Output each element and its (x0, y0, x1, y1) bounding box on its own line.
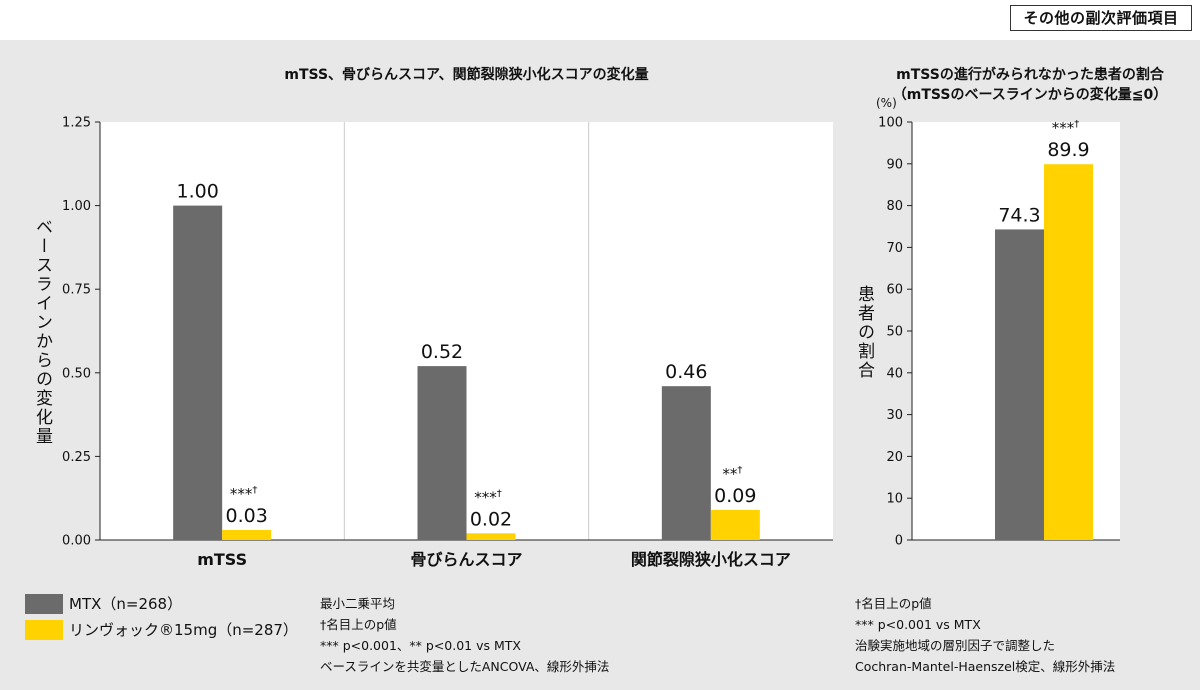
footnote-line: Cochran-Mantel-Haenszel検定、線形外挿法 (855, 659, 1116, 674)
right-y-tick-label: 10 (886, 492, 903, 507)
right-y-tick-label: 20 (886, 450, 903, 465)
left-y-tick-label: 0.25 (62, 450, 91, 465)
footnote-line: *** p<0.001 vs MTX (855, 617, 981, 632)
right-y-axis-unit: (%) (876, 96, 897, 110)
left-y-axis-label: ベースラインからの変化量 (32, 218, 52, 446)
footnote-line: †名目上のp値 (855, 596, 932, 611)
right-y-tick-label: 90 (886, 157, 903, 172)
left-x-tick-label: 骨びらんスコア (410, 550, 522, 569)
right-y-tick-label: 40 (886, 366, 903, 381)
data-label: 0.46 (665, 361, 707, 383)
left-y-tick-label: 0.00 (62, 534, 91, 549)
right-y-tick-label: 30 (886, 408, 903, 423)
legend-swatch-mtx (25, 593, 63, 614)
footnote-line: †名目上のp値 (320, 617, 397, 632)
right-y-axis-label: 患者の割合 (854, 285, 874, 380)
data-label: 0.09 (714, 485, 756, 507)
bar-rinvoq (466, 533, 516, 540)
footnote-line: 治験実施地域の層別因子で調整した (855, 638, 1056, 653)
right-y-tick-label: 60 (886, 283, 903, 298)
legend-label-rinvoq: リンヴォック®15mg（n=287） (69, 621, 298, 639)
significance-label: **† (722, 465, 742, 483)
significance-label: ***† (1052, 119, 1080, 137)
legend-swatch-rinvoq (25, 619, 63, 640)
right-y-tick-label: 70 (886, 241, 903, 256)
footnotes-right: †名目上のp値 *** p<0.001 vs MTX 治験実施地域の層別因子で調… (855, 593, 1115, 677)
data-label: 74.3 (998, 204, 1040, 226)
left-y-tick-label: 1.25 (62, 116, 91, 131)
left-chart-title: mTSS、骨びらんスコア、関節裂隙狭小化スコアの変化量 (284, 67, 649, 83)
left-y-tick-label: 1.00 (62, 199, 91, 214)
left-y-tick-label: 0.75 (62, 283, 91, 298)
bar-mtx (995, 229, 1044, 540)
left-x-tick-label: mTSS (197, 550, 247, 569)
right-y-tick-label: 80 (886, 199, 903, 214)
bar-rinvoq (222, 529, 272, 540)
data-label: 1.00 (177, 181, 219, 203)
legend-label-mtx: MTX（n=268） (69, 595, 183, 613)
data-label: 0.02 (470, 508, 512, 530)
bar-rinvoq (710, 509, 760, 540)
right-y-tick-label: 0 (895, 534, 903, 549)
legend-item-mtx: MTX（n=268） (25, 593, 182, 614)
left-y-tick-label: 0.50 (62, 366, 91, 381)
data-label: 0.52 (421, 341, 463, 363)
bar-mtx (661, 386, 711, 540)
footnotes-left: 最小二乗平均 †名目上のp値 *** p<0.001、** p<0.01 vs … (320, 593, 609, 677)
bar-mtx (173, 205, 223, 540)
right-y-tick-label: 50 (886, 325, 903, 340)
data-label: 0.03 (226, 505, 268, 527)
footnote-line: 最小二乗平均 (320, 596, 396, 611)
legend-item-rinvoq: リンヴォック®15mg（n=287） (25, 619, 298, 640)
data-label: 89.9 (1047, 139, 1089, 161)
significance-label: ***† (474, 488, 502, 506)
right-chart-title: mTSSの進行がみられなかった患者の割合 (896, 67, 1164, 83)
category-badge: その他の副次評価項目 (1010, 5, 1192, 31)
left-x-tick-label: 関節裂隙狭小化スコア (631, 550, 791, 569)
footnote-line: ベースラインを共変量としたANCOVA、線形外挿法 (320, 659, 610, 674)
footnote-line: *** p<0.001、** p<0.01 vs MTX (320, 638, 521, 653)
right-chart-subtitle: （mTSSのベースラインからの変化量≦0） (892, 87, 1168, 103)
significance-label: ***† (230, 485, 258, 503)
bar-rinvoq (1044, 164, 1093, 540)
bar-mtx (417, 366, 467, 540)
right-y-tick-label: 100 (878, 116, 903, 131)
